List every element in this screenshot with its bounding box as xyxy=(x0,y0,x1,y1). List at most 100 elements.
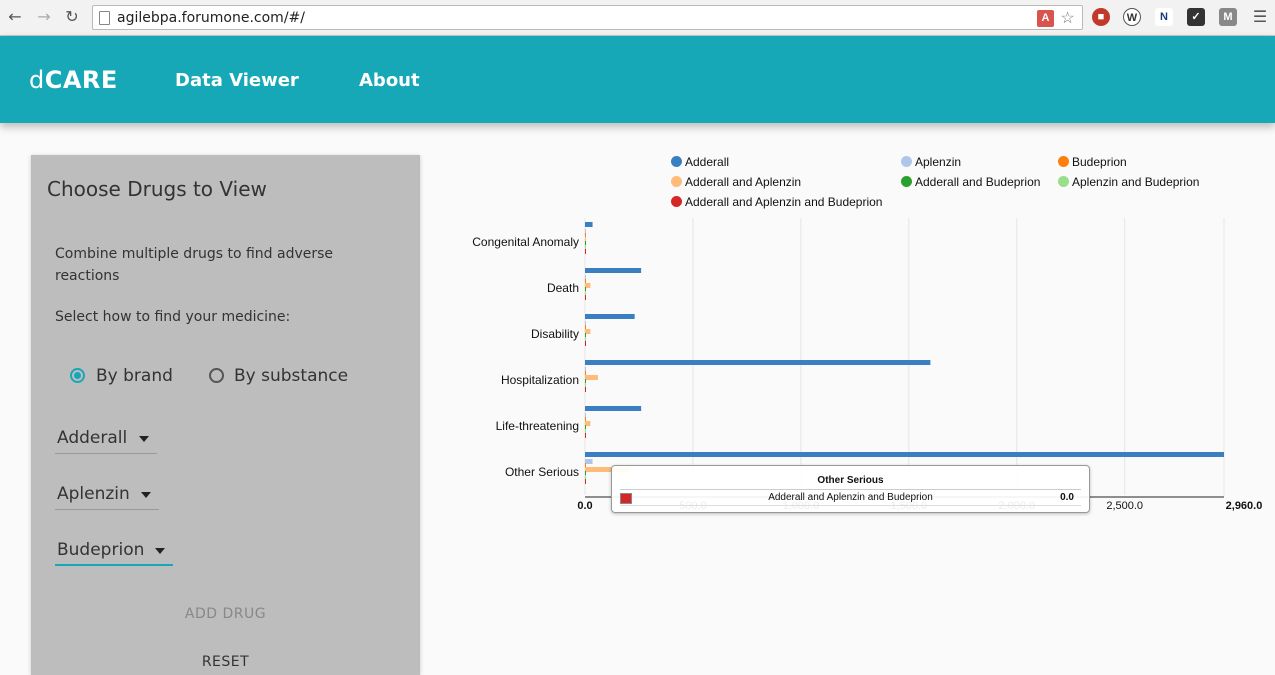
bar xyxy=(585,287,586,292)
bar xyxy=(585,295,586,300)
legend-item[interactable]: Adderall and Budeprion xyxy=(901,175,1040,189)
tooltip-swatch xyxy=(620,493,632,504)
back-arrow-icon[interactable]: ← xyxy=(8,7,22,26)
record-extension-icon[interactable]: ■ xyxy=(1092,8,1110,26)
y-category-label: Life-threatening xyxy=(496,419,579,433)
legend-item[interactable]: Aplenzin and Budeprion xyxy=(1058,175,1199,189)
browser-toolbar: ← → ↻ agilebpa.forumone.com/#/ A ☆ ■ W N… xyxy=(0,0,1275,36)
bar xyxy=(585,425,586,430)
radio-by-brand-label[interactable]: By brand xyxy=(96,366,173,386)
bar xyxy=(585,360,931,365)
drug-select-2[interactable]: Aplenzin xyxy=(55,480,159,510)
bar xyxy=(585,479,586,484)
url-text[interactable]: agilebpa.forumone.com/#/ xyxy=(117,10,305,26)
legend-item[interactable]: Adderall and Aplenzin xyxy=(671,175,801,189)
w-extension-icon[interactable]: W xyxy=(1123,8,1141,26)
app-header: dCARE Data Viewer About xyxy=(0,36,1275,123)
check-extension-icon[interactable]: ✓ xyxy=(1187,8,1205,26)
bar xyxy=(585,241,586,246)
bar xyxy=(585,452,1224,457)
legend-item[interactable]: Adderall and Aplenzin and Budeprion xyxy=(671,195,882,209)
nav-data-viewer[interactable]: Data Viewer xyxy=(175,70,299,91)
bar xyxy=(585,417,586,422)
angular-icon[interactable]: A xyxy=(1037,10,1054,27)
bar xyxy=(585,275,586,280)
tooltip-divider xyxy=(620,505,1081,506)
legend-dot-icon xyxy=(671,176,682,187)
bar xyxy=(585,459,593,464)
app-logo[interactable]: dCARE xyxy=(29,66,118,94)
legend-label: Aplenzin xyxy=(915,155,962,169)
bar xyxy=(585,337,586,342)
legend-label: Aplenzin and Budeprion xyxy=(1072,175,1200,189)
bar xyxy=(585,222,593,227)
drug-select-3-value: Budeprion xyxy=(57,540,145,560)
bar xyxy=(585,383,586,388)
x-tick-label: 0.0 xyxy=(577,500,592,512)
drug-select-1[interactable]: Adderall xyxy=(55,424,157,454)
chevron-down-icon xyxy=(155,548,165,554)
bar xyxy=(585,279,586,284)
bar xyxy=(585,433,586,438)
drug-select-1-value: Adderall xyxy=(57,428,128,448)
x-tick-label: 2,500.0 xyxy=(1106,500,1143,512)
nav-about[interactable]: About xyxy=(359,70,420,91)
bar xyxy=(585,341,586,346)
forward-arrow-icon[interactable]: → xyxy=(37,7,51,26)
drug-selection-panel: Choose Drugs to View Combine multiple dr… xyxy=(31,155,420,675)
bar xyxy=(585,379,586,384)
bar xyxy=(585,249,586,254)
bar xyxy=(585,413,586,418)
panel-intro: Combine multiple drugs to find adverse r… xyxy=(55,246,334,284)
bar xyxy=(585,291,586,296)
address-bar[interactable]: agilebpa.forumone.com/#/ A ☆ xyxy=(92,5,1083,30)
bar xyxy=(585,268,642,273)
chart-tooltip: Other Serious Adderall and Aplenzin and … xyxy=(611,465,1090,513)
bar xyxy=(585,233,586,238)
legend-item[interactable]: Adderall xyxy=(671,155,729,169)
tooltip-title: Other Serious xyxy=(817,475,884,486)
legend-dot-icon xyxy=(901,176,912,187)
legend-dot-icon xyxy=(1058,156,1069,167)
m-extension-icon[interactable]: M xyxy=(1219,8,1237,26)
legend-dot-icon xyxy=(671,156,682,167)
legend-item[interactable]: Budeprion xyxy=(1058,155,1127,169)
add-drug-button[interactable]: ADD DRUG xyxy=(184,606,267,622)
n-extension-icon[interactable]: N xyxy=(1155,8,1173,26)
bar xyxy=(585,321,586,326)
bar xyxy=(585,283,591,288)
legend-label: Adderall and Aplenzin and Budeprion xyxy=(685,195,883,209)
legend-dot-icon xyxy=(901,156,912,167)
y-category-label: Death xyxy=(547,281,579,295)
y-category-label: Other Serious xyxy=(505,465,579,479)
legend-item[interactable]: Aplenzin xyxy=(901,155,961,169)
bar xyxy=(585,387,586,392)
drug-select-3[interactable]: Budeprion xyxy=(55,536,173,566)
tooltip-value: 0.0 xyxy=(1060,492,1074,503)
bar xyxy=(585,463,586,468)
reload-icon[interactable]: ↻ xyxy=(65,7,79,26)
radio-by-substance[interactable] xyxy=(209,368,224,383)
radio-by-brand[interactable] xyxy=(70,368,85,383)
tooltip-divider xyxy=(620,489,1081,490)
y-category-label: Congenital Anomaly xyxy=(472,235,579,249)
chevron-down-icon xyxy=(139,436,149,442)
bar xyxy=(585,367,586,372)
chevron-down-icon xyxy=(141,492,151,498)
legend-dot-icon xyxy=(1058,176,1069,187)
legend-label: Adderall and Aplenzin xyxy=(685,175,802,189)
drug-select-2-value: Aplenzin xyxy=(57,484,130,504)
legend-label: Adderall and Budeprion xyxy=(915,175,1041,189)
bar xyxy=(585,371,586,376)
menu-icon[interactable]: ☰ xyxy=(1252,7,1268,26)
bar xyxy=(585,325,586,330)
radio-by-substance-label[interactable]: By substance xyxy=(234,366,349,386)
legend-label: Adderall xyxy=(685,155,730,169)
bar xyxy=(585,471,586,476)
reset-button[interactable]: RESET xyxy=(201,654,250,670)
y-category-label: Hospitalization xyxy=(501,373,579,387)
bar xyxy=(585,406,642,411)
star-icon[interactable]: ☆ xyxy=(1060,10,1075,27)
bar xyxy=(585,475,586,480)
bar xyxy=(585,314,635,319)
